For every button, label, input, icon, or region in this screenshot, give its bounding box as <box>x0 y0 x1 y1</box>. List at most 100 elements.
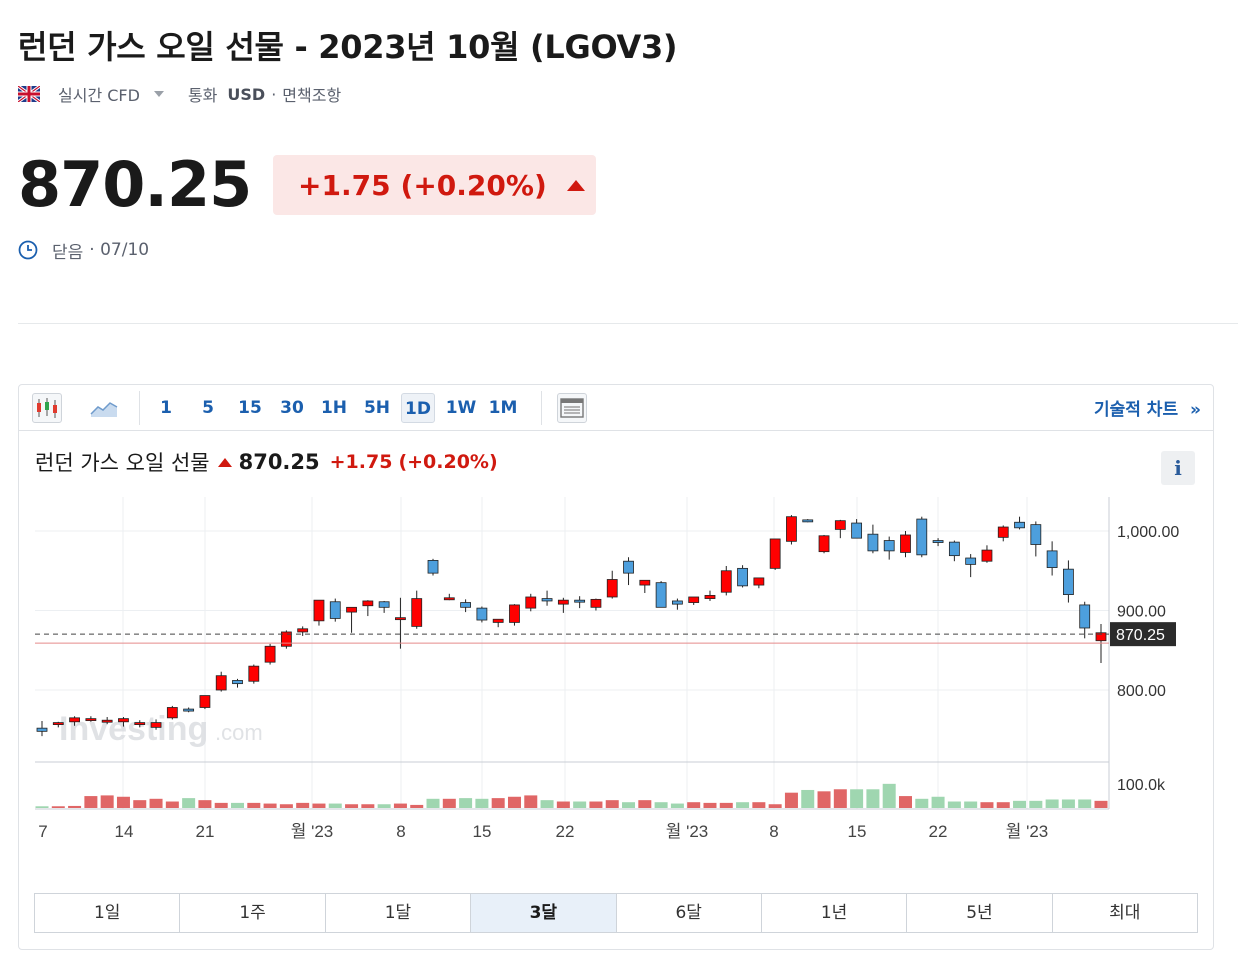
candle-body <box>476 607 488 621</box>
candle-body <box>1046 550 1058 568</box>
meta-separator: · <box>271 84 277 104</box>
candle-body <box>769 538 781 569</box>
candle-body <box>134 722 146 725</box>
range-button-2[interactable]: 1달 <box>326 894 472 932</box>
chart-legend: 런던 가스 오일 선물 870.25 +1.75 (+0.20%) <box>35 447 498 477</box>
candle-body <box>1030 524 1042 545</box>
volume-bar <box>133 800 147 808</box>
candle-body <box>786 516 797 542</box>
volume-bar <box>736 802 750 808</box>
volume-bar <box>1078 799 1092 808</box>
candle-body <box>623 560 634 574</box>
volume-bar <box>35 806 49 808</box>
timeframe-1w[interactable]: 1W <box>445 398 477 418</box>
uk-flag-icon <box>18 86 40 102</box>
candle-body <box>329 601 341 619</box>
candle-body <box>85 718 97 722</box>
volume-bar <box>345 804 359 808</box>
volume-bar <box>964 801 978 808</box>
candle-body <box>541 598 553 602</box>
disclaimer-link[interactable]: 면책조항 <box>282 86 342 105</box>
volume-bar <box>1013 800 1027 808</box>
candle-body <box>443 597 455 601</box>
legend-price: 870.25 <box>238 450 320 474</box>
candle-body <box>818 535 830 553</box>
volume-axis-label: 100.0k <box>1117 777 1166 794</box>
time-axis-label: 8 <box>769 822 778 841</box>
candle-body <box>916 518 928 556</box>
range-button-7[interactable]: 최대 <box>1109 903 1141 923</box>
table-view-icon[interactable] <box>557 393 587 423</box>
range-button-3[interactable]: 3달 <box>471 894 617 932</box>
candle-body <box>248 665 260 682</box>
range-selector: 1일 1주 1달 3달 6달 1년 5년 최대 <box>34 893 1198 933</box>
volume-bar <box>866 789 880 808</box>
candle-body <box>834 520 846 530</box>
time-axis-label: 21 <box>196 822 215 841</box>
price-axis-label: 900.00 <box>1117 604 1166 621</box>
candle-body <box>639 579 651 586</box>
price-chart[interactable]: Investing .com 1,000.00 900.00 800.00 870.25 1… <box>19 385 1213 885</box>
candle-body <box>280 631 292 647</box>
timeframe-15[interactable]: 15 <box>238 398 262 418</box>
candle-body <box>1063 568 1074 596</box>
volume-bar <box>687 802 701 808</box>
volume-bar <box>589 801 603 808</box>
candle-body <box>427 560 439 574</box>
candle-body <box>557 599 569 605</box>
technical-chart-link[interactable]: 기술적 차트 » <box>1094 395 1201 420</box>
timeframe-5h[interactable]: 5H <box>363 398 391 418</box>
candle-body <box>1079 604 1091 629</box>
technical-chart-label: 기술적 차트 <box>1093 400 1179 420</box>
realtime-selector[interactable]: 실시간 CFD <box>58 86 140 105</box>
timeframe-1m[interactable]: 1M <box>488 398 518 418</box>
currency-label: 통화 <box>187 86 218 105</box>
time-axis-label: 8 <box>396 822 405 841</box>
candle-body <box>672 600 683 605</box>
timeframe-5[interactable]: 5 <box>202 398 214 418</box>
volume-bar <box>605 800 619 808</box>
volume-bar <box>931 796 945 808</box>
volume-bar <box>947 801 961 808</box>
time-axis-label: 15 <box>848 822 867 841</box>
volume-bar <box>393 803 407 808</box>
candle-body <box>166 707 178 719</box>
range-button-1[interactable]: 1주 <box>180 894 326 932</box>
candle-body <box>460 602 472 608</box>
timeframe-1d[interactable]: 1D <box>401 393 435 423</box>
volume-bar <box>915 798 929 808</box>
currency-value: USD <box>227 84 266 104</box>
up-arrow-icon <box>217 457 232 467</box>
volume-bar <box>279 804 293 808</box>
range-button-4[interactable]: 6달 <box>617 894 762 932</box>
timeframe-30[interactable]: 30 <box>280 398 304 418</box>
investing-watermark-suffix: .com <box>215 720 263 745</box>
candle-body <box>737 567 748 587</box>
candle-body <box>313 599 325 622</box>
volume-bar <box>116 796 130 808</box>
time-axis-label: 월 '23 <box>291 822 334 841</box>
range-button-6[interactable]: 5년 <box>907 894 1053 932</box>
volume-bar <box>247 802 261 808</box>
candlestick-chart-icon[interactable] <box>32 393 62 423</box>
candle-body <box>590 598 602 608</box>
range-button-0[interactable]: 1일 <box>35 894 181 932</box>
timeframe-1[interactable]: 1 <box>160 398 172 418</box>
candle-body <box>69 717 80 723</box>
candle-body <box>965 557 977 565</box>
volume-bar <box>573 801 587 808</box>
volume-bar <box>817 791 831 808</box>
volume-bar <box>182 798 196 808</box>
candle-body <box>183 708 195 712</box>
info-button[interactable]: i <box>1161 451 1195 485</box>
range-button-5[interactable]: 1년 <box>762 894 908 932</box>
candle-body <box>867 533 879 552</box>
chevron-down-icon[interactable] <box>153 91 164 97</box>
volume-bar <box>1094 800 1108 808</box>
timeframe-1h[interactable]: 1H <box>320 398 348 418</box>
time-axis-label: 7 <box>38 822 47 841</box>
price-change-badge: +1.75 (+0.20%) <box>273 155 596 215</box>
candle-body <box>981 549 993 562</box>
volume-bar <box>622 802 636 808</box>
area-chart-icon[interactable] <box>89 393 119 423</box>
